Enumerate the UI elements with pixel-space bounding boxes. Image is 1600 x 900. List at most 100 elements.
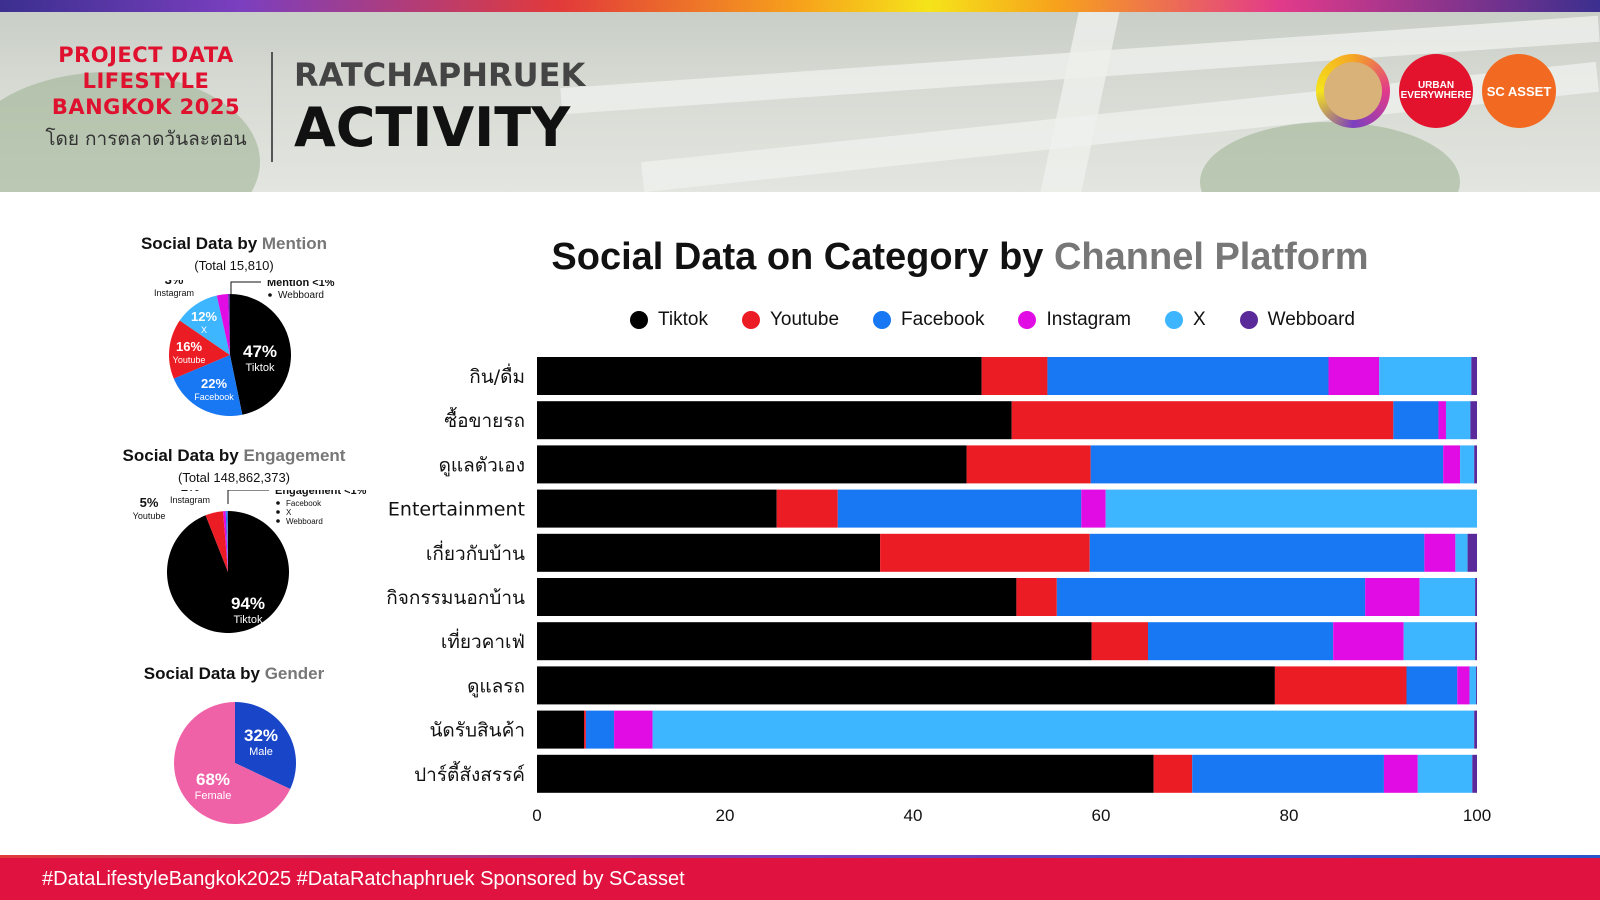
bar-segment-instagram xyxy=(1333,622,1404,661)
legend-label-youtube: Youtube xyxy=(769,309,840,330)
bar-segment-tiktok xyxy=(537,357,982,395)
legend-dot-facebook xyxy=(873,311,892,329)
bar-segment-webboard xyxy=(1474,710,1477,749)
category-label: ดูแลรถ xyxy=(467,675,525,697)
bar-segment-tiktok xyxy=(537,666,1275,705)
pie-name-x: X xyxy=(201,325,207,335)
legend-label-facebook: Facebook xyxy=(901,309,985,330)
bar-segment-youtube xyxy=(1011,401,1394,440)
section-title: ACTIVITY xyxy=(294,96,571,159)
category-label: กิน/ดื่ม xyxy=(469,363,525,388)
pie-name-tiktok: Tiktok xyxy=(234,614,263,626)
bar-segment-youtube xyxy=(1091,622,1148,661)
pie-name-youtube: Youtube xyxy=(173,355,206,365)
category-label: ซื้อขายรถ xyxy=(444,407,525,432)
brand-line-1: PROJECT DATA xyxy=(58,43,234,67)
pie-slice-youtube xyxy=(205,511,228,572)
x-tick-label: 40 xyxy=(904,806,923,825)
legend-dot-tiktok xyxy=(630,311,648,329)
pie-pct-instagram: 3% xyxy=(165,280,184,287)
bar-segment-youtube xyxy=(776,489,838,528)
engagement-pie-total: (Total 148,862,373) xyxy=(177,470,291,485)
bar-segment-tiktok xyxy=(537,578,1017,616)
pie-pct-facebook: 22% xyxy=(201,376,227,391)
brand-line-3: BANGKOK 2025 xyxy=(51,95,241,119)
chart-legend: Tiktok Youtube Facebook Instagram X Webboard xyxy=(630,309,1389,331)
bar-segment-tiktok xyxy=(537,533,881,572)
category-label: ปาร์ตี้สังสรรค์ xyxy=(414,761,525,786)
bar-segment-x xyxy=(1445,401,1471,440)
bar-segment-x xyxy=(1105,489,1477,528)
callout-item-x: X xyxy=(286,508,292,517)
category-label: กิจกรรมนอกบ้าน xyxy=(386,587,525,609)
urban-everywhere-logo: URBAN EVERYWHERE xyxy=(1399,54,1473,128)
pie-name-tiktok: Tiktok xyxy=(246,362,275,374)
callout-bullet xyxy=(276,510,280,514)
legend-label-x: X xyxy=(1192,309,1206,330)
legend-dot-youtube xyxy=(741,311,760,329)
bar-segment-youtube xyxy=(1016,578,1057,616)
legend-dot-x xyxy=(1164,311,1183,329)
bar-segment-webboard xyxy=(1470,401,1477,440)
footer-gradient-stripe xyxy=(0,855,1600,858)
callout-line xyxy=(230,281,261,294)
callout-title: Engagement <1% xyxy=(275,490,367,497)
legend-label-webboard: Webboard xyxy=(1267,309,1355,330)
bar-segment-facebook xyxy=(1056,578,1366,616)
bar-segment-tiktok xyxy=(537,710,584,749)
gender-pie-chart: 32%Male 68%Female xyxy=(173,702,296,824)
legend-item-facebook: Facebook xyxy=(873,309,984,331)
bar-segment-youtube xyxy=(981,357,1048,395)
pie-slice-tiktok xyxy=(230,294,291,415)
bar-segment-facebook xyxy=(1090,445,1444,484)
bar-segment-instagram xyxy=(1328,357,1380,395)
bar-segment-facebook xyxy=(1148,622,1334,661)
pie-pct-instagram: 1% xyxy=(181,490,200,494)
bar-segment-youtube xyxy=(880,533,1090,572)
bar-segment-webboard xyxy=(1474,445,1477,484)
category-label: เที่ยวคาเฟ่ xyxy=(441,628,525,653)
legend-label-tiktok: Tiktok xyxy=(658,309,708,330)
bar-segment-instagram xyxy=(1424,533,1456,572)
category-label: เกี่ยวกับบ้าน xyxy=(426,540,525,565)
bar-segment-webboard xyxy=(1467,533,1477,572)
pie-slice-instagram xyxy=(223,511,228,572)
top-gradient-stripe xyxy=(0,0,1600,12)
callout-bullet xyxy=(268,293,272,297)
bar-segment-x xyxy=(1379,357,1472,395)
bar-segment-instagram xyxy=(1443,445,1461,484)
bar-segment-x xyxy=(1455,533,1468,572)
brand-block: PROJECT DATA LIFESTYLE BANGKOK 2025 โดย … xyxy=(36,42,256,154)
legend-dot-instagram xyxy=(1018,311,1037,329)
pie-name-female: Female xyxy=(195,790,232,802)
title-area: RATCHAPHRUEK ACTIVITY xyxy=(294,56,585,159)
bar-segment-webboard xyxy=(1475,578,1477,616)
main-chart-title: Social Data on Category by Channel Platf… xyxy=(551,236,1369,278)
bar-segment-tiktok xyxy=(537,489,777,528)
engagement-pie-block: Social Data by Engagement (Total 148,862… xyxy=(104,446,364,485)
bar-segment-instagram xyxy=(1457,666,1470,705)
bar-segment-facebook xyxy=(585,710,615,749)
pie-slice-x xyxy=(179,295,230,355)
bar-segment-facebook xyxy=(1406,666,1458,705)
category-label: ดูแลตัวเอง xyxy=(439,454,525,476)
pie-slice-x xyxy=(226,511,228,572)
callout-item-webboard: Webboard xyxy=(286,517,323,526)
footer-bar: #DataLifestyleBangkok2025 #DataRatchaphr… xyxy=(0,858,1600,900)
pie-slice-facebook xyxy=(173,355,243,416)
bar-segment-facebook xyxy=(1192,754,1384,793)
bar-segment-facebook xyxy=(1393,401,1439,440)
pie-slice-instagram xyxy=(216,294,230,355)
pie-slice-facebook xyxy=(225,511,228,572)
pie-slice-female xyxy=(173,702,291,824)
callout-bullet xyxy=(276,519,280,523)
bar-segment-facebook xyxy=(1047,357,1329,395)
location-title: RATCHAPHRUEK xyxy=(294,56,586,94)
gender-pie-block: Social Data by Gender xyxy=(104,664,364,684)
pie-pct-male: 32% xyxy=(244,726,278,745)
bar-segment-x xyxy=(652,710,1475,749)
bar-segment-x xyxy=(1460,445,1475,484)
bar-segment-webboard xyxy=(1476,666,1477,705)
bar-segment-youtube xyxy=(1274,666,1407,705)
